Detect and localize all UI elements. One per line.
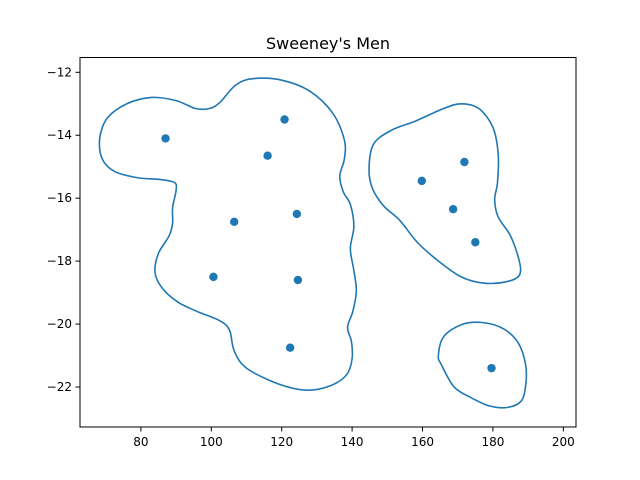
contour-region-3 (437, 321, 528, 409)
y-tick-label: −16 (47, 191, 72, 205)
x-tick-label: 100 (200, 435, 223, 449)
x-tick-label: 140 (341, 435, 364, 449)
data-point-6 (209, 272, 218, 282)
contour-region-1 (98, 77, 358, 391)
data-point-12 (471, 238, 480, 247)
data-point-8 (285, 343, 295, 352)
data-point-11 (448, 205, 458, 214)
data-points (161, 115, 496, 373)
data-point-9 (417, 176, 427, 186)
data-point-13 (487, 363, 496, 373)
data-point-4 (229, 217, 239, 226)
x-tick-label: 180 (481, 435, 504, 449)
x-axis-ticks: 80 100 120 140 160 180 200 (133, 427, 575, 449)
data-point-1 (161, 134, 170, 143)
contour-regions (98, 77, 528, 409)
y-tick-label: −18 (47, 254, 72, 268)
x-tick-label: 120 (270, 435, 293, 449)
y-tick-label: −14 (47, 128, 72, 142)
x-tick-label: 200 (552, 435, 575, 449)
contour-region-2 (368, 102, 522, 285)
y-tick-label: −12 (47, 65, 72, 79)
data-point-3 (263, 151, 272, 160)
y-tick-label: −22 (47, 380, 72, 394)
chart-title: Sweeney's Men (266, 34, 390, 53)
data-point-5 (292, 209, 302, 219)
plot-frame (79, 57, 577, 428)
data-point-7 (293, 275, 303, 285)
data-point-2 (280, 115, 289, 124)
data-point-10 (460, 157, 469, 167)
x-tick-label: 160 (411, 435, 434, 449)
y-tick-label: −20 (47, 317, 72, 331)
y-axis-ticks: −12 −14 −16 −18 −20 −22 (47, 65, 80, 394)
x-tick-label: 80 (133, 435, 148, 449)
